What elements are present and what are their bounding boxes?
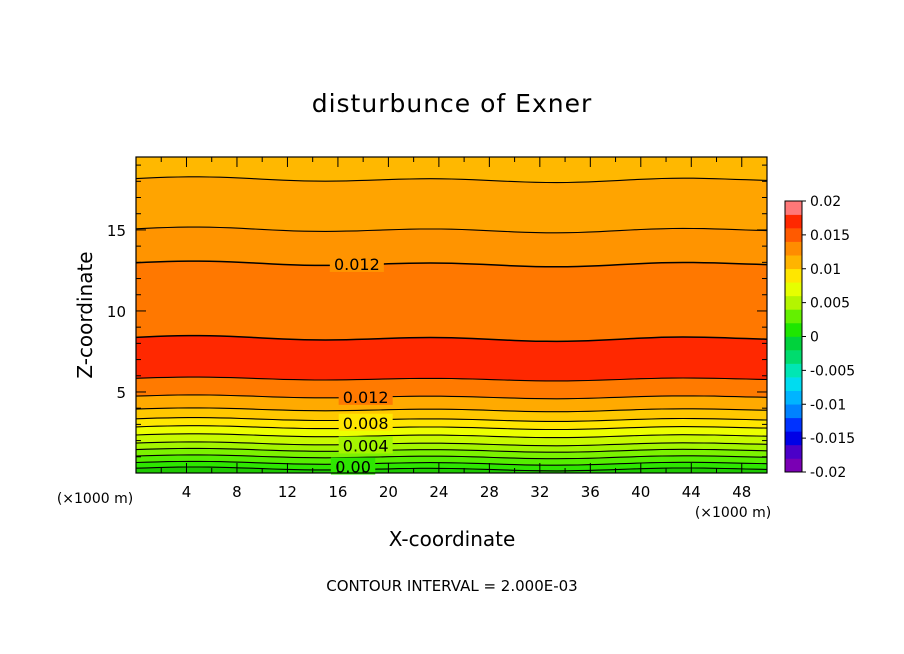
- contour-line-4: [136, 447, 767, 453]
- contour-band-4: [136, 441, 767, 453]
- colorbar-swatch-19: [785, 201, 802, 215]
- x-tick-label: 12: [278, 483, 297, 501]
- contour-line-13: [136, 260, 767, 268]
- x-axis-ticks: [160, 157, 743, 473]
- contour-label-4: 0.00: [330, 457, 376, 477]
- contour-label-text: 0.012: [343, 388, 389, 407]
- contour-band-11: [136, 335, 767, 381]
- x-tick-label: 40: [631, 483, 650, 501]
- colorbar-label: 0.02: [810, 194, 841, 210]
- contour-band-0: [136, 467, 767, 473]
- contour-band-8: [136, 407, 767, 422]
- colorbar-label: 0: [810, 330, 819, 346]
- colorbar-swatch-0: [785, 458, 802, 473]
- contour-fill-bands: [136, 157, 767, 473]
- colorbar-swatch-3: [785, 417, 802, 432]
- colorbar-swatch-8: [785, 350, 802, 364]
- colorbar-label: 0.015: [810, 228, 850, 244]
- colorbar-label: 0.01: [810, 262, 841, 278]
- contour-interval-note: CONTOUR INTERVAL = 2.000E-03: [326, 577, 577, 595]
- contour-band-12: [136, 261, 767, 342]
- contour-lines: [136, 176, 767, 472]
- colorbar-swatch-17: [785, 228, 802, 242]
- colorbar-label: -0.01: [810, 397, 846, 413]
- contour-line-7: [136, 425, 767, 431]
- colorbar-swatch-9: [785, 336, 802, 351]
- x-tick-label: 44: [682, 483, 701, 501]
- contour-band-10: [136, 377, 767, 399]
- colorbar-swatch-7: [785, 363, 802, 378]
- colorbar-swatch-11: [785, 309, 802, 324]
- contour-band-15: [136, 157, 767, 183]
- contour-line-1: [136, 466, 767, 472]
- contour-line-10: [136, 394, 767, 400]
- colorbar-label: -0.015: [810, 431, 855, 447]
- contour-line-5: [136, 441, 767, 447]
- y-axis-ticks: [136, 164, 767, 458]
- contour-band-1: [136, 461, 767, 471]
- x-tick-label: 48: [732, 483, 751, 501]
- contour-line-11: [136, 376, 767, 382]
- contour-label-text: 0.008: [343, 414, 389, 433]
- colorbar-swatch-15: [785, 255, 802, 270]
- x-axis-label: X-coordinate: [389, 527, 516, 551]
- x-tick-label: 32: [530, 483, 549, 501]
- colorbar-label: -0.005: [810, 363, 855, 379]
- x-tick-label: 20: [379, 483, 398, 501]
- y-axis-label: Z-coordinate: [73, 251, 97, 378]
- contour-line-6: [136, 433, 767, 439]
- colorbar-swatch-6: [785, 377, 802, 391]
- colorbar-label: 0.005: [810, 296, 850, 312]
- contour-band-9: [136, 394, 767, 412]
- contour-label-text: 0.012: [334, 255, 380, 274]
- colorbar-swatch-16: [785, 241, 802, 256]
- colorbar-swatch-5: [785, 390, 802, 405]
- colorbar-swatch-13: [785, 282, 802, 297]
- x-tick-label: 28: [480, 483, 499, 501]
- y-tick-label: 15: [107, 222, 126, 240]
- x-tick-label: 36: [581, 483, 600, 501]
- colorbar-swatch-14: [785, 268, 802, 283]
- contour-label-text: 0.00: [335, 458, 371, 477]
- contour-band-13: [136, 227, 767, 267]
- colorbar-swatch-12: [785, 295, 802, 310]
- contour-line-12: [136, 334, 767, 343]
- colorbar: 0.02 0.015 0.01 0.005 0 -0.005 -0.01 -0.015 -0.0…: [784, 194, 855, 481]
- contour-line-14: [136, 226, 767, 234]
- x-tick-label: 24: [429, 483, 448, 501]
- contour-line-3: [136, 454, 767, 460]
- plot-frame: [135, 156, 768, 474]
- contour-label-0: 0.012: [329, 254, 384, 274]
- contour-label-3: 0.004: [338, 436, 393, 455]
- y-tick-label: 10: [107, 303, 126, 321]
- x-unit-right: (×1000 m): [695, 505, 771, 521]
- contour-label-2: 0.008: [338, 413, 393, 433]
- colorbar-swatch-2: [785, 431, 802, 446]
- contour-line-8: [136, 417, 767, 422]
- contour-label-text: 0.004: [343, 436, 389, 455]
- y-tick-label: 5: [116, 384, 126, 402]
- contour-line-15: [136, 176, 767, 184]
- chart-title: disturbunce of Exner: [312, 89, 593, 118]
- colorbar-swatch-1: [785, 444, 802, 459]
- x-unit-left: (×1000 m): [57, 491, 133, 507]
- x-tick-label: 16: [328, 483, 347, 501]
- colorbar-label: -0.02: [810, 465, 846, 481]
- contour-label-1: 0.012: [338, 387, 393, 407]
- colorbar-swatch-10: [785, 322, 802, 337]
- x-tick-label: 4: [182, 483, 192, 501]
- colorbar-swatch-18: [785, 214, 802, 229]
- colorbar-swatch-4: [785, 404, 802, 419]
- contour-band-14: [136, 176, 767, 233]
- x-tick-label: 8: [232, 483, 242, 501]
- contour-line-9: [136, 407, 767, 413]
- contour-line-2: [136, 460, 767, 466]
